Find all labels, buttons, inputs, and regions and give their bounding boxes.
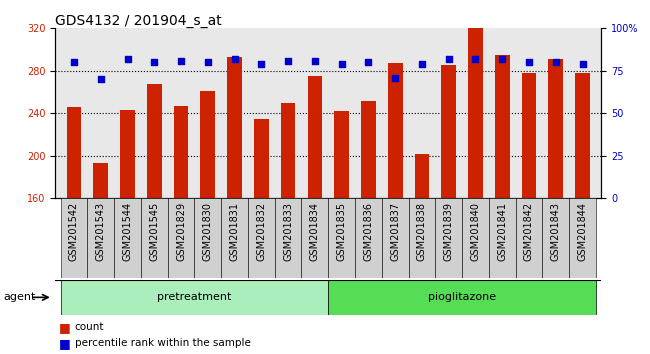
Bar	[388, 63, 402, 198]
Text: GSM201545: GSM201545	[150, 202, 159, 262]
Bar	[382, 198, 409, 278]
Text: GSM201836: GSM201836	[363, 202, 373, 261]
Text: GSM201544: GSM201544	[122, 202, 133, 261]
Point	[96, 76, 106, 82]
Text: ■: ■	[58, 337, 70, 350]
Bar	[549, 59, 563, 198]
Point	[149, 59, 159, 65]
Bar	[334, 111, 349, 198]
Bar	[221, 198, 248, 278]
Bar	[248, 198, 275, 278]
Bar	[361, 101, 376, 198]
Bar	[120, 110, 135, 198]
Bar	[60, 198, 87, 278]
Bar	[489, 198, 515, 278]
Point	[229, 56, 240, 62]
Text: GSM201830: GSM201830	[203, 202, 213, 261]
Point	[417, 61, 427, 67]
Text: pretreatment: pretreatment	[157, 292, 231, 302]
Point	[203, 59, 213, 65]
Text: GSM201843: GSM201843	[551, 202, 561, 261]
Text: GDS4132 / 201904_s_at: GDS4132 / 201904_s_at	[55, 14, 222, 28]
Text: GSM201832: GSM201832	[256, 202, 266, 261]
Text: agent: agent	[3, 292, 36, 302]
Point	[337, 61, 347, 67]
Bar	[254, 119, 268, 198]
Bar	[174, 106, 188, 198]
Bar	[114, 198, 141, 278]
Point	[470, 56, 480, 62]
Text: count: count	[75, 322, 104, 332]
Bar	[328, 280, 596, 315]
Text: GSM201838: GSM201838	[417, 202, 427, 261]
Bar	[60, 280, 328, 315]
Bar	[227, 57, 242, 198]
Text: pioglitazone: pioglitazone	[428, 292, 496, 302]
Text: GSM201840: GSM201840	[471, 202, 480, 261]
Text: GSM201831: GSM201831	[229, 202, 240, 261]
Text: GSM201835: GSM201835	[337, 202, 346, 261]
Point	[577, 61, 588, 67]
Point	[497, 56, 508, 62]
Bar	[141, 198, 168, 278]
Point	[443, 56, 454, 62]
Point	[256, 61, 266, 67]
Point	[363, 59, 374, 65]
Text: GSM201841: GSM201841	[497, 202, 507, 261]
Text: GSM201839: GSM201839	[444, 202, 454, 261]
Point	[524, 59, 534, 65]
Bar	[281, 103, 296, 198]
Bar	[415, 154, 429, 198]
Bar	[275, 198, 302, 278]
Bar	[94, 163, 108, 198]
Bar	[168, 198, 194, 278]
Text: GSM201542: GSM201542	[69, 202, 79, 262]
Point	[309, 58, 320, 63]
Text: ■: ■	[58, 321, 70, 334]
Bar	[355, 198, 382, 278]
Point	[122, 56, 133, 62]
Bar	[147, 84, 162, 198]
Bar	[515, 198, 542, 278]
Bar	[307, 76, 322, 198]
Bar	[569, 198, 596, 278]
Bar	[495, 55, 510, 198]
Point	[551, 59, 561, 65]
Text: GSM201844: GSM201844	[577, 202, 588, 261]
Bar	[409, 198, 436, 278]
Text: GSM201829: GSM201829	[176, 202, 186, 261]
Bar	[441, 65, 456, 198]
Text: GSM201842: GSM201842	[524, 202, 534, 261]
Text: percentile rank within the sample: percentile rank within the sample	[75, 338, 251, 348]
Bar	[462, 198, 489, 278]
Point	[283, 58, 293, 63]
Text: GSM201834: GSM201834	[310, 202, 320, 261]
Bar	[328, 198, 355, 278]
Bar	[522, 73, 536, 198]
Bar	[468, 28, 483, 198]
Text: GSM201837: GSM201837	[390, 202, 400, 261]
Bar	[302, 198, 328, 278]
Bar	[200, 91, 215, 198]
Bar	[87, 198, 114, 278]
Bar	[575, 73, 590, 198]
Text: GSM201543: GSM201543	[96, 202, 106, 261]
Point	[176, 58, 187, 63]
Bar	[67, 107, 81, 198]
Text: GSM201833: GSM201833	[283, 202, 293, 261]
Point	[390, 75, 400, 80]
Bar	[194, 198, 221, 278]
Bar	[542, 198, 569, 278]
Point	[69, 59, 79, 65]
Bar	[436, 198, 462, 278]
